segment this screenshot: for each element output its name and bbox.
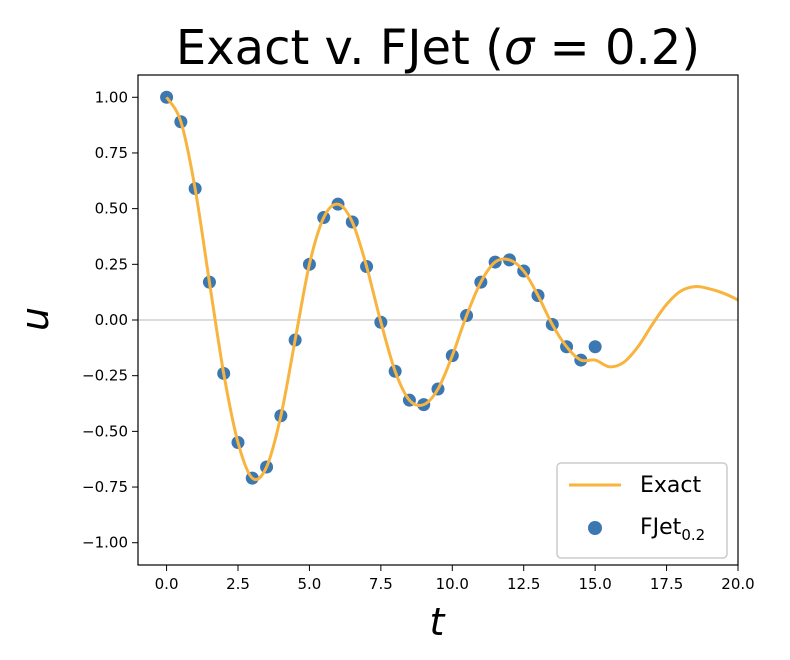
x-tick-label: 12.5 — [507, 575, 540, 593]
y-axis-ticks: 1.00 0.75 0.50 0.25 0.00 −0.25 −0.50 −0.75 −1.00 — [82, 88, 138, 552]
y-tick-label: 1.00 — [95, 88, 128, 106]
y-tick-label: −0.25 — [82, 367, 128, 385]
x-axis-ticks: 0.0 2.5 5.0 7.5 10.0 12.5 15.0 17.5 20.0 — [155, 565, 755, 593]
legend-exact-label: Exact — [640, 473, 701, 498]
x-axis-label: t — [430, 600, 447, 644]
fjet-point — [588, 340, 602, 354]
y-tick-label: 0.75 — [95, 144, 128, 162]
x-tick-label: 20.0 — [721, 575, 754, 593]
y-tick-label: −1.00 — [82, 534, 128, 552]
chart-title: Exact v. FJet (σ = 0.2) — [176, 20, 700, 76]
y-tick-label: 0.50 — [95, 200, 128, 218]
x-tick-label: 0.0 — [155, 575, 179, 593]
x-tick-label: 5.0 — [297, 575, 321, 593]
y-tick-label: −0.50 — [82, 422, 128, 440]
y-axis-label: u — [13, 307, 57, 331]
x-tick-label: 2.5 — [226, 575, 250, 593]
legend-fjet-label-main: FJet — [640, 515, 682, 540]
legend-fjet-marker — [588, 521, 602, 535]
legend-fjet-label: FJet0.2 — [640, 515, 705, 544]
x-tick-label: 10.0 — [436, 575, 469, 593]
y-tick-label: −0.75 — [82, 478, 128, 496]
chart-title-main: Exact v. FJet ( — [176, 20, 504, 76]
series-exact-line — [165, 96, 739, 482]
chart-title-sigma: σ — [504, 20, 536, 76]
x-tick-label: 15.0 — [578, 575, 611, 593]
legend: Exact FJet0.2 — [556, 462, 728, 559]
plot-area — [137, 74, 739, 566]
chart-title-eq: = 0.2) — [534, 20, 700, 76]
x-tick-label: 17.5 — [650, 575, 683, 593]
legend-box — [556, 462, 728, 559]
y-tick-label: 0.25 — [95, 255, 128, 273]
y-tick-label: 0.00 — [95, 311, 128, 329]
legend-fjet-label-subscript: 0.2 — [681, 526, 705, 544]
x-tick-label: 7.5 — [369, 575, 393, 593]
